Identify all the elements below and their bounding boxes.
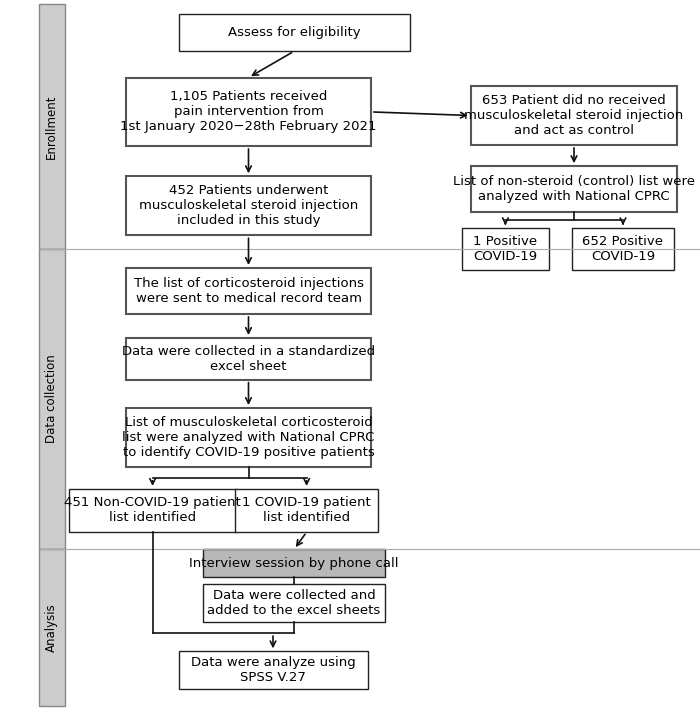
Text: 1,105 Patients received
pain intervention from
1st January 2020−28th February 20: 1,105 Patients received pain interventio…: [120, 90, 377, 134]
Bar: [470, 86, 678, 145]
Text: 1 COVID-19 patient
list identified: 1 COVID-19 patient list identified: [242, 497, 371, 524]
Bar: [126, 176, 371, 235]
Text: Data were collected in a standardized
excel sheet: Data were collected in a standardized ex…: [122, 345, 375, 373]
Text: 452 Patients underwent
musculoskeletal steroid injection
included in this study: 452 Patients underwent musculoskeletal s…: [139, 184, 358, 227]
Text: 451 Non-COVID-19 patient
list identified: 451 Non-COVID-19 patient list identified: [64, 497, 241, 524]
Bar: [38, 4, 65, 249]
Text: Enrollment: Enrollment: [46, 94, 58, 159]
Bar: [203, 549, 385, 577]
Bar: [126, 78, 371, 146]
Bar: [126, 268, 371, 314]
Bar: [178, 14, 410, 51]
Bar: [69, 489, 237, 532]
Bar: [203, 584, 385, 622]
Bar: [126, 338, 371, 380]
Bar: [38, 549, 65, 706]
Bar: [462, 228, 549, 270]
Text: 653 Patient did no received
musculoskeletal steroid injection
and act as control: 653 Patient did no received musculoskele…: [464, 94, 684, 137]
Text: Data were analyze using
SPSS V.27: Data were analyze using SPSS V.27: [190, 656, 356, 684]
Text: 652 Positive
COVID-19: 652 Positive COVID-19: [582, 235, 664, 263]
Text: List of musculoskeletal corticosteroid
list were analyzed with National CPRC
to : List of musculoskeletal corticosteroid l…: [122, 416, 374, 459]
Text: The list of corticosteroid injections
were sent to medical record team: The list of corticosteroid injections we…: [134, 277, 363, 305]
Text: Data were collected and
added to the excel sheets: Data were collected and added to the exc…: [207, 589, 381, 617]
Bar: [573, 228, 673, 270]
Text: Analysis: Analysis: [46, 603, 58, 652]
Bar: [178, 651, 368, 689]
Bar: [470, 166, 678, 212]
Bar: [126, 408, 371, 467]
Bar: [38, 249, 65, 549]
Text: Assess for eligibility: Assess for eligibility: [228, 26, 360, 39]
Text: List of non-steroid (control) list were
analyzed with National CPRC: List of non-steroid (control) list were …: [453, 175, 695, 203]
Bar: [235, 489, 378, 532]
Text: Interview session by phone call: Interview session by phone call: [189, 557, 399, 570]
Text: Data collection: Data collection: [46, 355, 58, 443]
Text: 1 Positive
COVID-19: 1 Positive COVID-19: [473, 235, 538, 263]
